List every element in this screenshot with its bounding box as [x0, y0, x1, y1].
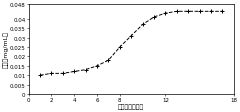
Y-axis label: 浓度（mg/mL）: 浓度（mg/mL）: [3, 31, 8, 68]
X-axis label: 培养时间（天）: 培养时间（天）: [118, 104, 144, 109]
